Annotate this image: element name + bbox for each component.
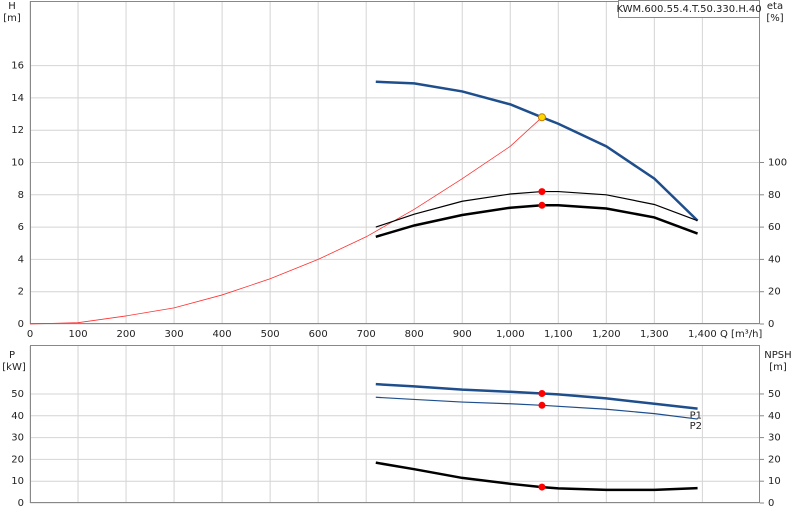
series-label: P1 [690,411,702,422]
x-tick-label: 200 [117,329,136,340]
curve [29,116,543,325]
y2-unit: [%] [766,13,783,24]
y-tick-label: 10 [11,476,24,487]
x-tick-label: 1,400 [688,329,717,340]
x-tick-label: 400 [213,329,232,340]
curve [375,190,698,228]
y-tick-label: 16 [11,61,24,72]
x-tick-label: 500 [261,329,280,340]
y-label: P [9,350,15,361]
operating-point [537,113,546,122]
curve [375,396,698,420]
y-tick-label: 4 [18,254,24,265]
operating-point [538,401,546,409]
y2-tick-label: 60 [768,222,781,233]
curve [375,204,699,238]
y-tick-label: 12 [11,125,24,136]
x-tick-label: 700 [357,329,376,340]
pump-name-box [618,0,760,18]
x-tick-label: 800 [405,329,424,340]
y2-label: NPSH [764,350,791,361]
y2-tick-label: 100 [768,158,787,169]
y-tick-label: 8 [18,190,24,201]
y2-tick-label: 0 [768,498,774,509]
y2-label: eta [767,1,783,12]
top-frame [30,1,760,324]
y-unit: [kW] [2,362,26,373]
y-tick-label: 50 [11,389,24,400]
operating-point [538,483,546,491]
y2-tick-label: 80 [768,190,781,201]
curve [375,461,698,492]
y-tick-label: 0 [18,319,24,330]
y2-tick-label: 50 [768,389,781,400]
x-tick-label: 1,200 [592,329,621,340]
x-tick-label: 1,000 [496,329,525,340]
y-tick-label: 20 [11,454,24,465]
x-tick-label: 600 [309,329,328,340]
operating-point [538,188,546,196]
y-tick-label: 2 [18,287,24,298]
x-tick-label: 900 [453,329,472,340]
y-tick-label: 0 [18,498,24,509]
y2-unit: [m] [769,362,787,373]
y2-tick-label: 20 [768,287,781,298]
x-tick-label: 100 [68,329,87,340]
y2-tick-label: 40 [768,411,781,422]
y2-tick-label: 0 [768,319,774,330]
y2-tick-label: 20 [768,454,781,465]
x-tick-label: 0 [27,329,33,340]
operating-point [538,390,546,398]
y-tick-label: 10 [11,158,24,169]
y2-tick-label: 40 [768,254,781,265]
y-tick-label: 40 [11,411,24,422]
series-label: P2 [690,421,702,432]
curve [375,80,699,222]
operating-point [538,201,546,209]
x-tick-label: 1,300 [640,329,669,340]
y-tick-label: 30 [11,433,24,444]
y-tick-label: 14 [11,93,24,104]
pump-name: KWM.600.55.4.T.50.330.H.40 [616,4,761,15]
y-label: H [8,1,16,12]
bottom-frame [30,345,760,503]
y2-tick-label: 10 [768,476,781,487]
y-unit: [m] [3,13,21,24]
x-label: Q [m³/h] [720,329,762,340]
y2-tick-label: 30 [768,433,781,444]
x-tick-label: 300 [165,329,184,340]
y-tick-label: 6 [18,222,24,233]
x-tick-label: 1,100 [544,329,573,340]
